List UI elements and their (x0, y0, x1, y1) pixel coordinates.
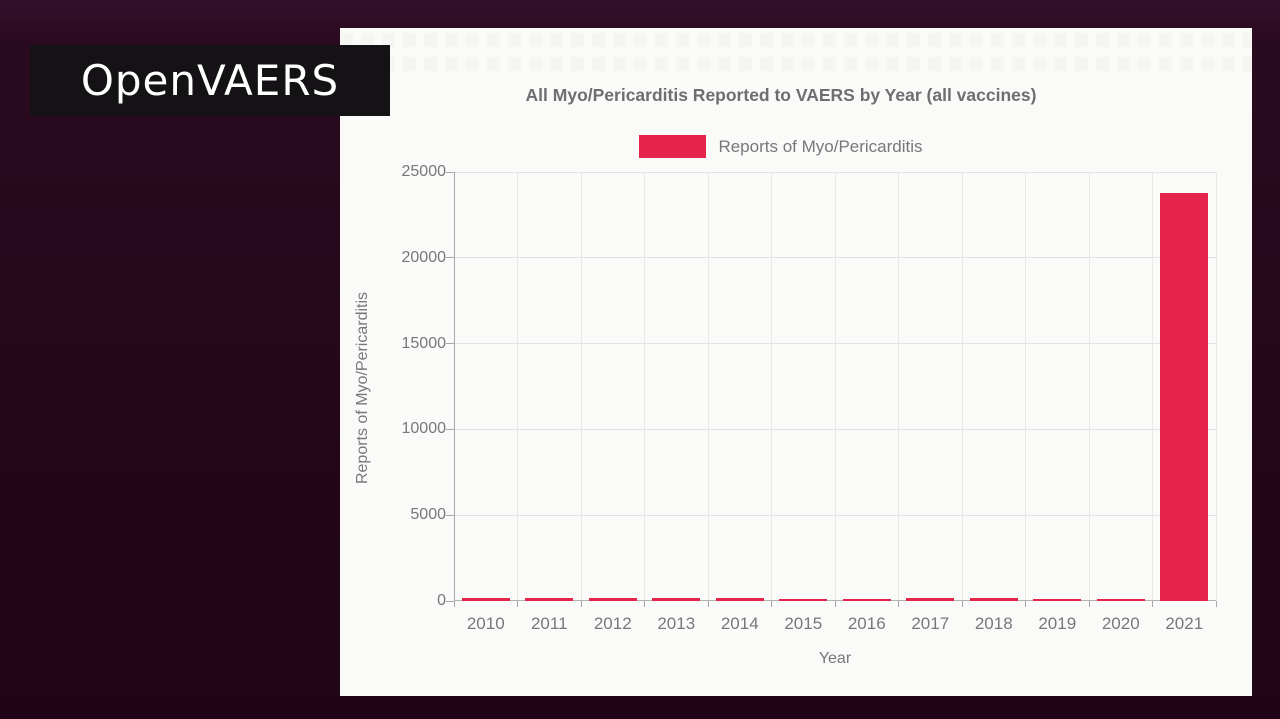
x-tick-label-2019: 2019 (1038, 614, 1077, 633)
x-axis-line (454, 600, 1216, 601)
x-tick-10 (1088, 601, 1090, 607)
faded-texture-row (340, 57, 1252, 71)
bar-2017[interactable] (906, 598, 955, 601)
x-tick-label-2017: 2017 (911, 614, 950, 633)
gridline-v-4 (707, 172, 709, 601)
y-tick-0 (446, 600, 454, 602)
plot-area (454, 171, 1217, 601)
openvaers-logo: OpenVAERS (30, 45, 390, 116)
x-tick-3 (644, 601, 645, 607)
bar-2013[interactable] (652, 598, 701, 601)
x-tick-label-2018: 2018 (974, 614, 1013, 633)
gridline-v-5 (771, 172, 772, 601)
x-tick-label-2021: 2021 (1165, 614, 1204, 633)
y-tick-15000 (446, 343, 454, 345)
gridline-v-8 (961, 172, 963, 601)
y-tick-20000 (446, 257, 454, 259)
x-tick-label-2014: 2014 (720, 614, 759, 633)
y-tick-label-25000: 25000 (401, 163, 447, 180)
bar-2020[interactable] (1096, 599, 1145, 601)
x-tick-label-2015: 2015 (784, 614, 823, 633)
x-tick-label-2016: 2016 (847, 614, 886, 633)
bar-2011[interactable] (525, 598, 574, 601)
bar-2014[interactable] (715, 598, 764, 601)
y-tick-10000 (446, 428, 454, 430)
y-tick-label-20000: 20000 (401, 248, 447, 266)
x-axis-title: Year (818, 650, 852, 667)
bar-2021[interactable] (1160, 193, 1209, 601)
bar-2019[interactable] (1033, 599, 1082, 601)
bar-2015[interactable] (779, 599, 828, 601)
gridline-v-7 (898, 172, 899, 601)
y-tick-25000 (446, 171, 454, 173)
faded-texture-row (340, 33, 1252, 47)
x-tick-12 (1215, 601, 1217, 607)
bar-2010[interactable] (461, 598, 510, 601)
y-tick-label-0: 0 (437, 592, 446, 609)
y-tick-label-10000: 10000 (401, 420, 447, 438)
y-tick-label-15000: 15000 (401, 334, 447, 352)
openvaers-logo-text: OpenVAERS (80, 56, 340, 105)
x-tick-label-2010: 2010 (466, 614, 505, 633)
bar-2012[interactable] (588, 598, 637, 601)
gridline-v-12 (1215, 172, 1217, 601)
x-tick-label-2012: 2012 (593, 614, 632, 633)
gridline-v-2 (580, 172, 582, 601)
x-tick-label-2011: 2011 (530, 614, 568, 633)
x-tick-11 (1152, 601, 1153, 607)
y-axis-line (454, 172, 455, 601)
x-tick-5 (771, 601, 772, 607)
x-tick-6 (834, 601, 836, 607)
x-tick-9 (1025, 601, 1026, 607)
x-tick-1 (517, 601, 518, 607)
chart-title: All Myo/Pericarditis Reported to VAERS b… (525, 85, 1037, 105)
x-tick-7 (898, 601, 899, 607)
legend-label: Reports of Myo/Pericarditis (718, 136, 923, 156)
gridline-v-10 (1088, 172, 1090, 601)
gridline-v-11 (1152, 172, 1153, 601)
y-axis-title: Reports of Myo/Pericarditis (354, 291, 371, 485)
y-tick-label-5000: 5000 (410, 506, 446, 524)
bar-2016[interactable] (842, 599, 891, 601)
bar-2018[interactable] (969, 598, 1018, 601)
x-tick-4 (707, 601, 709, 607)
x-tick-label-2013: 2013 (657, 614, 696, 633)
x-tick-8 (961, 601, 963, 607)
legend-swatch (639, 135, 707, 158)
x-tick-2 (580, 601, 582, 607)
chart-panel: All Myo/Pericarditis Reported to VAERS b… (340, 28, 1252, 696)
gridline-v-3 (644, 172, 645, 601)
x-tick-0 (453, 601, 455, 607)
gridline-v-9 (1025, 172, 1026, 601)
chart-canvas: All Myo/Pericarditis Reported to VAERS b… (340, 28, 1222, 696)
x-tick-label-2020: 2020 (1101, 614, 1140, 633)
gridline-v-1 (517, 172, 518, 601)
y-tick-5000 (446, 514, 454, 516)
gridline-v-6 (834, 172, 836, 601)
legend[interactable]: Reports of Myo/Pericarditis (340, 135, 1222, 158)
